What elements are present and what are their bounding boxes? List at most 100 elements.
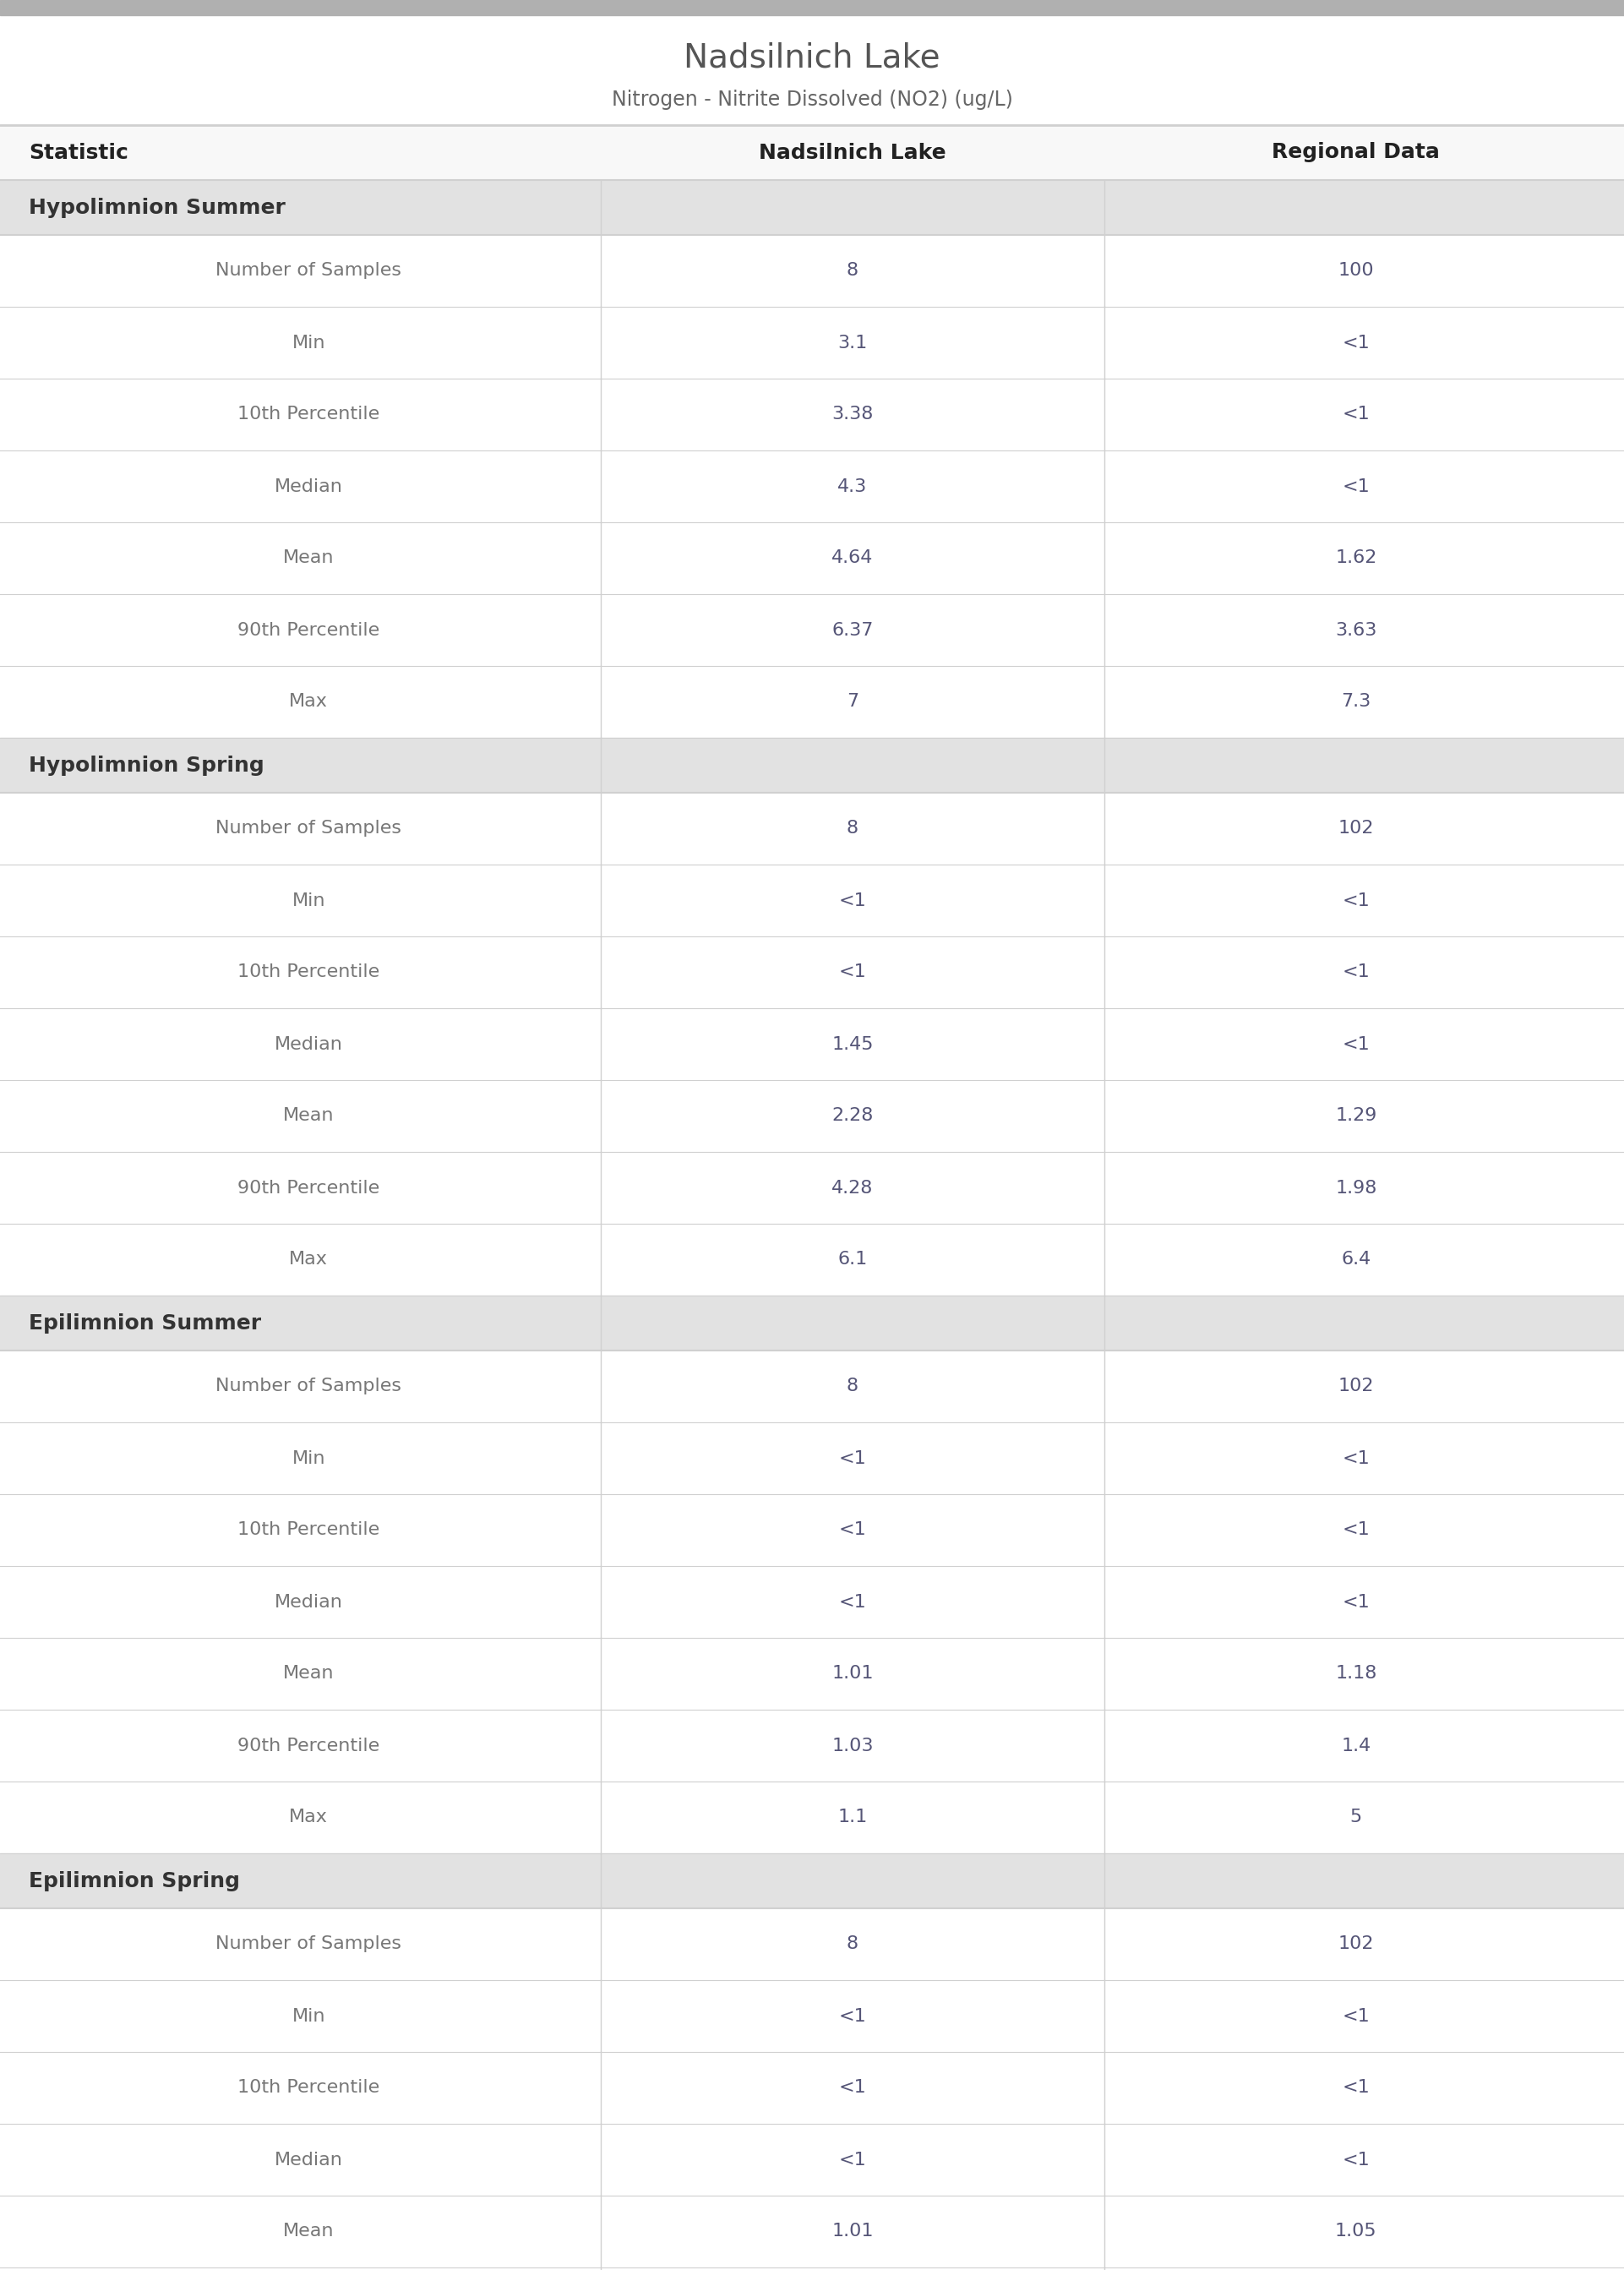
Text: <1: <1 <box>1341 2007 1371 2025</box>
Bar <box>0 865 1624 938</box>
Text: 1.45: 1.45 <box>831 1035 874 1053</box>
Text: 4.3: 4.3 <box>838 479 867 495</box>
Text: 6.37: 6.37 <box>831 622 874 638</box>
Text: <1: <1 <box>1341 1035 1371 1053</box>
Bar <box>0 738 1624 792</box>
Text: 7.3: 7.3 <box>1341 692 1371 711</box>
Text: 4.64: 4.64 <box>831 549 874 568</box>
Text: 8: 8 <box>846 819 859 838</box>
Text: <1: <1 <box>838 892 867 908</box>
Text: 100: 100 <box>1338 263 1374 279</box>
Text: 1.18: 1.18 <box>1335 1666 1377 1682</box>
Text: <1: <1 <box>838 1451 867 1466</box>
Bar <box>0 1909 1624 1979</box>
Text: 10th Percentile: 10th Percentile <box>237 965 380 981</box>
Text: 4.28: 4.28 <box>831 1180 874 1196</box>
Text: 1.62: 1.62 <box>1335 549 1377 568</box>
Text: 3.63: 3.63 <box>1335 622 1377 638</box>
Text: <1: <1 <box>838 1521 867 1539</box>
Text: Median: Median <box>274 1594 343 1609</box>
Text: Nitrogen - Nitrite Dissolved (NO2) (ug/L): Nitrogen - Nitrite Dissolved (NO2) (ug/L… <box>611 89 1013 109</box>
Bar <box>0 1709 1624 1782</box>
Bar <box>0 1494 1624 1566</box>
Text: <1: <1 <box>838 2152 867 2168</box>
Text: <1: <1 <box>1341 479 1371 495</box>
Text: 1.05: 1.05 <box>1335 2222 1377 2240</box>
Text: 1.01: 1.01 <box>831 1666 874 1682</box>
Bar <box>0 2052 1624 2125</box>
Bar <box>0 2125 1624 2195</box>
Text: 3.38: 3.38 <box>831 406 874 422</box>
Text: Nadsilnich Lake: Nadsilnich Lake <box>758 143 947 163</box>
Text: Min: Min <box>292 334 325 352</box>
Text: 8: 8 <box>846 1378 859 1394</box>
Text: 10th Percentile: 10th Percentile <box>237 406 380 422</box>
Text: <1: <1 <box>838 1594 867 1609</box>
Bar <box>0 1639 1624 1709</box>
Bar <box>0 1782 1624 1852</box>
Text: <1: <1 <box>1341 2152 1371 2168</box>
Text: <1: <1 <box>1341 1521 1371 1539</box>
Bar <box>0 1296 1624 1351</box>
Text: 7: 7 <box>846 692 859 711</box>
Bar <box>0 1423 1624 1494</box>
Text: 6.1: 6.1 <box>838 1251 867 1269</box>
Text: Mean: Mean <box>283 1108 335 1124</box>
Text: Mean: Mean <box>283 2222 335 2240</box>
Text: 1.01: 1.01 <box>831 2222 874 2240</box>
Text: Nadsilnich Lake: Nadsilnich Lake <box>684 41 940 73</box>
Text: Number of Samples: Number of Samples <box>216 1936 401 1952</box>
Text: Median: Median <box>274 2152 343 2168</box>
Text: 1.98: 1.98 <box>1335 1180 1377 1196</box>
Text: Regional Data: Regional Data <box>1272 143 1440 163</box>
Text: Max: Max <box>289 1809 328 1825</box>
Text: Mean: Mean <box>283 1666 335 1682</box>
Bar <box>0 234 1624 306</box>
Text: 8: 8 <box>846 1936 859 1952</box>
Text: Hypolimnion Spring: Hypolimnion Spring <box>29 756 265 776</box>
Text: 90th Percentile: 90th Percentile <box>237 1737 380 1755</box>
Text: <1: <1 <box>1341 334 1371 352</box>
Bar <box>0 1151 1624 1224</box>
Text: <1: <1 <box>1341 892 1371 908</box>
Text: Number of Samples: Number of Samples <box>216 263 401 279</box>
Bar <box>0 1351 1624 1423</box>
Text: <1: <1 <box>838 965 867 981</box>
Text: 3.1: 3.1 <box>838 334 867 352</box>
Text: Epilimnion Summer: Epilimnion Summer <box>29 1312 261 1332</box>
Bar <box>0 2268 1624 2270</box>
Bar <box>0 1979 1624 2052</box>
Text: 6.4: 6.4 <box>1341 1251 1371 1269</box>
Bar <box>0 1224 1624 1296</box>
Text: <1: <1 <box>1341 406 1371 422</box>
Text: 1.1: 1.1 <box>838 1809 867 1825</box>
Text: 102: 102 <box>1338 1936 1374 1952</box>
Text: 1.29: 1.29 <box>1335 1108 1377 1124</box>
Bar <box>0 179 1624 234</box>
Text: Min: Min <box>292 2007 325 2025</box>
Text: Number of Samples: Number of Samples <box>216 819 401 838</box>
Text: Min: Min <box>292 1451 325 1466</box>
Bar <box>0 2195 1624 2268</box>
Text: 1.4: 1.4 <box>1341 1737 1371 1755</box>
Text: Min: Min <box>292 892 325 908</box>
Text: 102: 102 <box>1338 1378 1374 1394</box>
Text: <1: <1 <box>1341 1451 1371 1466</box>
Bar <box>0 665 1624 738</box>
Text: <1: <1 <box>1341 965 1371 981</box>
Text: Max: Max <box>289 1251 328 1269</box>
Bar <box>0 0 1624 16</box>
Text: <1: <1 <box>838 2007 867 2025</box>
Text: Number of Samples: Number of Samples <box>216 1378 401 1394</box>
Text: Statistic: Statistic <box>29 143 128 163</box>
Bar <box>0 1566 1624 1639</box>
Text: 90th Percentile: 90th Percentile <box>237 622 380 638</box>
Text: 5: 5 <box>1350 1809 1363 1825</box>
Bar <box>0 522 1624 595</box>
Bar <box>0 125 1624 179</box>
Bar <box>0 595 1624 665</box>
Text: 10th Percentile: 10th Percentile <box>237 1521 380 1539</box>
Text: Median: Median <box>274 1035 343 1053</box>
Text: <1: <1 <box>838 2079 867 2095</box>
Text: Mean: Mean <box>283 549 335 568</box>
